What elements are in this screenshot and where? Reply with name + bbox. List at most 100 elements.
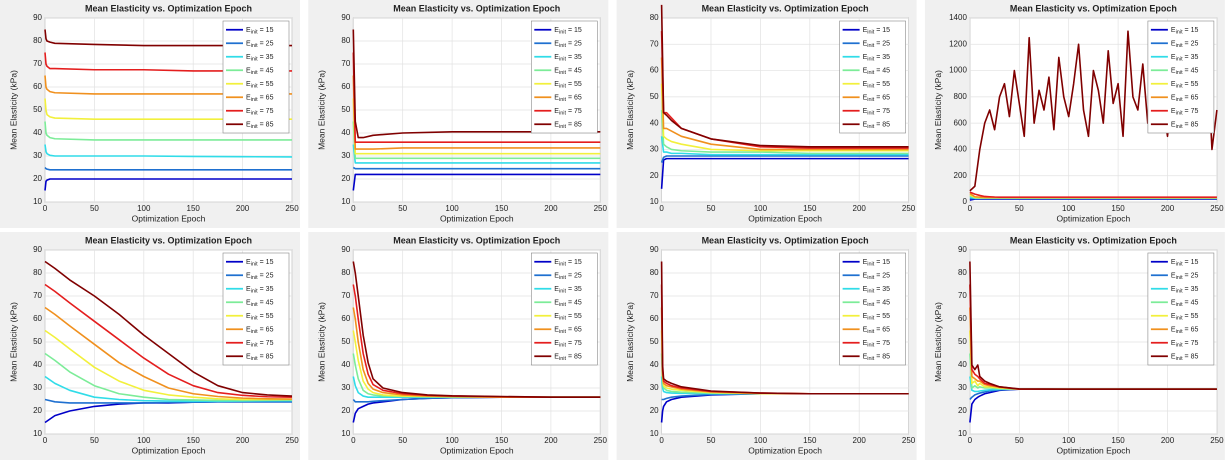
chart-title: Mean Elasticity vs. Optimization Epoch: [85, 3, 252, 13]
legend-label: Einit = 25: [246, 272, 274, 281]
legend-label: Einit = 65: [1171, 326, 1199, 335]
x-tick-label: 50: [90, 204, 99, 213]
y-tick-label: 400: [954, 145, 968, 154]
series-line: [44, 329, 292, 401]
chart-title: Mean Elasticity vs. Optimization Epoch: [393, 235, 560, 245]
y-tick-label: 80: [341, 268, 350, 277]
y-tick-label: 20: [341, 174, 350, 183]
y-tick-label: 1200: [949, 39, 967, 48]
x-tick-label: 50: [707, 204, 716, 213]
y-tick-label: 1400: [949, 13, 967, 22]
y-tick-label: 50: [650, 337, 659, 346]
y-axis-label: Mean Elasticity (kPa): [317, 302, 327, 382]
y-tick-label: 60: [650, 66, 659, 75]
x-tick-label: 150: [1111, 436, 1125, 445]
y-tick-label: 90: [33, 245, 42, 254]
legend-label: Einit = 15: [863, 259, 891, 268]
y-axis-label: Mean Elasticity (kPa): [625, 302, 635, 382]
series-line: [660, 57, 909, 151]
series-line: [352, 166, 601, 170]
y-tick-label: 80: [33, 268, 42, 277]
y-tick-label: 80: [958, 268, 967, 277]
legend-label: Einit = 35: [1171, 286, 1199, 295]
x-tick-label: 100: [1062, 204, 1076, 213]
chart-title: Mean Elasticity vs. Optimization Epoch: [702, 3, 869, 13]
x-tick-label: 150: [495, 436, 509, 445]
series-line: [44, 29, 292, 47]
legend-label: Einit = 35: [863, 54, 891, 63]
legend-label: Einit = 15: [246, 259, 274, 268]
legend-box: [839, 20, 906, 134]
y-tick-label: 30: [33, 151, 42, 160]
series-line: [44, 260, 293, 397]
y-tick-label: 10: [33, 429, 42, 438]
y-tick-label: 70: [33, 59, 42, 68]
x-tick-label: 50: [398, 204, 407, 213]
series-line: [660, 4, 909, 148]
x-tick-label: 0: [351, 436, 356, 445]
y-axis-label: Mean Elasticity (kPa): [933, 302, 943, 382]
legend-label: Einit = 55: [246, 81, 274, 90]
x-tick-label: 50: [707, 436, 716, 445]
series-line: [660, 83, 909, 152]
legend-label: Einit = 25: [863, 272, 891, 281]
legend-label: Einit = 65: [863, 94, 891, 103]
legend-label: Einit = 65: [246, 94, 274, 103]
chart-title: Mean Elasticity vs. Optimization Epoch: [393, 3, 560, 13]
series-line: [660, 261, 909, 395]
legend-label: Einit = 15: [863, 27, 891, 36]
x-tick-label: 200: [1161, 204, 1175, 213]
x-tick-label: 0: [43, 436, 48, 445]
y-tick-label: 80: [341, 36, 350, 45]
legend-box: [839, 252, 906, 366]
x-axis-label: Optimization Epoch: [440, 213, 514, 223]
legend-label: Einit = 55: [1171, 313, 1199, 322]
series-line: [44, 75, 292, 95]
x-tick-label: 250: [594, 204, 608, 213]
y-tick-label: 30: [958, 383, 967, 392]
legend-label: Einit = 55: [863, 81, 891, 90]
y-tick-label: 40: [341, 360, 350, 369]
x-axis-label: Optimization Epoch: [132, 445, 206, 455]
x-tick-label: 150: [803, 204, 817, 213]
x-axis-label: Optimization Epoch: [440, 445, 514, 455]
y-tick-label: 1000: [949, 66, 967, 75]
chart-title: Mean Elasticity vs. Optimization Epoch: [85, 235, 252, 245]
legend-label: Einit = 25: [1171, 272, 1199, 281]
x-axis-label: Optimization Epoch: [748, 213, 822, 223]
y-tick-label: 40: [341, 128, 350, 137]
x-axis-label: Optimization Epoch: [132, 213, 206, 223]
legend-label: Einit = 35: [554, 286, 582, 295]
x-tick-label: 50: [398, 436, 407, 445]
y-tick-label: 90: [341, 13, 350, 22]
x-tick-label: 150: [803, 436, 817, 445]
series-line: [44, 144, 293, 158]
legend-label: Einit = 85: [1171, 121, 1199, 130]
series-line: [352, 98, 601, 155]
legend-label: Einit = 85: [554, 353, 582, 362]
chart-title: Mean Elasticity vs. Optimization Epoch: [702, 235, 869, 245]
x-tick-label: 250: [594, 436, 608, 445]
x-tick-label: 150: [495, 204, 509, 213]
legend-box: [1147, 252, 1215, 366]
y-tick-label: 50: [33, 337, 42, 346]
legend-label: Einit = 75: [1171, 340, 1199, 349]
y-tick-label: 70: [650, 291, 659, 300]
series-line: [660, 155, 909, 163]
legend-label: Einit = 25: [863, 40, 891, 49]
x-tick-label: 100: [445, 436, 459, 445]
x-tick-label: 0: [43, 204, 48, 213]
y-axis-label: Mean Elasticity (kPa): [8, 70, 18, 150]
series-line: [352, 75, 601, 150]
legend-label: Einit = 55: [246, 313, 274, 322]
legend-label: Einit = 35: [1171, 54, 1199, 63]
x-axis-label: Optimization Epoch: [748, 445, 822, 455]
x-tick-label: 200: [1161, 436, 1175, 445]
legend-label: Einit = 55: [554, 313, 582, 322]
x-axis-label: Optimization Epoch: [1057, 445, 1131, 455]
legend-label: Einit = 75: [246, 108, 274, 117]
legend-label: Einit = 35: [246, 54, 274, 63]
legend-label: Einit = 75: [554, 108, 582, 117]
series-line: [969, 191, 1217, 198]
x-tick-label: 50: [1015, 436, 1024, 445]
